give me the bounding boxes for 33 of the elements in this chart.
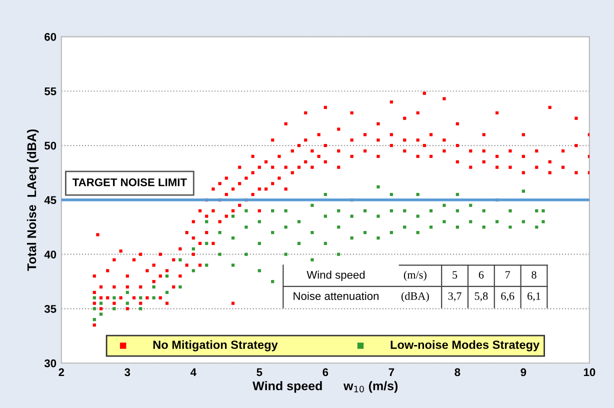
x-tick-label: 6 (322, 368, 328, 376)
y-tick-label: 40 (44, 250, 56, 258)
x-tick-label: 8 (454, 368, 460, 376)
x-axis-title: Wind speed w$_{10}$ (m/s) (252, 381, 398, 393)
y-tick-label: 45 (44, 196, 56, 204)
legend-label: Low-noise Modes Strategy (390, 340, 540, 352)
ref-line-label: TARGET NOISE LIMIT (72, 178, 187, 186)
annotation: (dBA) (401, 292, 429, 302)
annotation: 6,1 (528, 292, 540, 302)
y-tick-label: 55 (44, 88, 56, 96)
annotation: 5,8 (474, 292, 488, 302)
annotation: Wind speed (306, 270, 365, 281)
annotation: 6,6 (501, 292, 514, 302)
annotation: 5 (452, 271, 458, 279)
x-tick-label: 10 (584, 368, 596, 376)
x-tick-label: 3 (124, 368, 130, 376)
legend-label: No Mitigation Strategy (153, 340, 278, 352)
annotation: Noise attenuation (294, 292, 379, 300)
x-tick-label: 4 (190, 368, 196, 376)
x-tick-label: 2 (58, 368, 64, 376)
x-tick-label: 9 (520, 368, 526, 376)
x-tick-label: 5 (256, 368, 262, 376)
annotation: 8 (532, 271, 536, 279)
annotation: 7 (506, 271, 510, 278)
annotation: (m/s) (404, 270, 426, 281)
y-axis-title: Total Noise LAeq (dBA) (26, 129, 39, 271)
y-tick-label: 35 (44, 304, 56, 313)
annotation: 3,7 (448, 292, 462, 302)
y-tick-label: 30 (44, 359, 56, 368)
y-tick-label: 60 (44, 32, 56, 41)
y-tick-label: 50 (44, 142, 56, 150)
annotation: 6 (478, 271, 484, 279)
x-tick-label: 7 (388, 368, 394, 376)
